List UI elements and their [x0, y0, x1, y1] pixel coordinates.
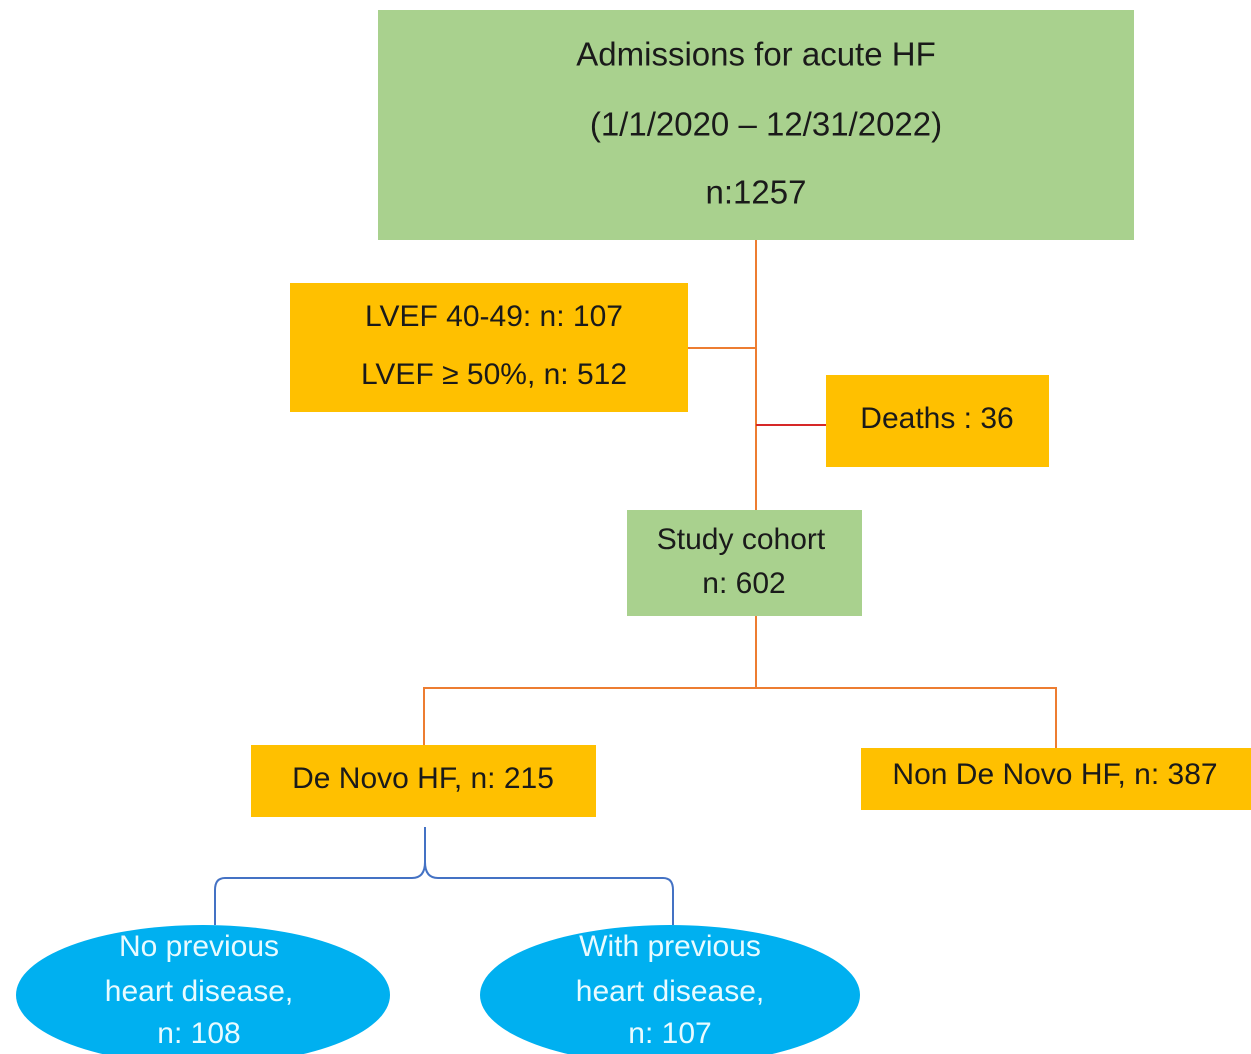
node-text: n: 107 — [628, 1017, 711, 1050]
brace-connector — [214, 827, 674, 925]
non-de-novo-box — [861, 748, 1251, 810]
node-text: LVEF 40-49: n: 107 — [365, 300, 623, 333]
node-text: Non De Novo HF, n: 387 — [892, 758, 1217, 791]
with-previous-oval — [480, 925, 860, 1054]
node-text: Admissions for acute HF — [576, 36, 935, 73]
node-text: LVEF ≥ 50%, n: 512 — [361, 358, 627, 391]
node-text: (1/1/2020 – 12/31/2022) — [590, 106, 942, 143]
node-text: n: 108 — [157, 1017, 240, 1050]
connector — [423, 687, 1057, 748]
node-text: n: 602 — [702, 567, 785, 600]
node-text: heart disease, — [105, 975, 293, 1008]
admissions-box — [378, 10, 1134, 240]
node-text: No previous — [119, 930, 279, 963]
node-text: heart disease, — [576, 975, 764, 1008]
node-text: Deaths : 36 — [860, 402, 1013, 435]
node-text: Study cohort — [657, 523, 826, 556]
node-text: With previous — [579, 930, 761, 963]
node-text: n:1257 — [706, 174, 807, 211]
deaths-box — [826, 375, 1049, 467]
node-text: De Novo HF, n: 215 — [292, 762, 554, 795]
lvef-box — [290, 283, 688, 412]
no-previous-oval — [16, 925, 390, 1054]
de-novo-box — [251, 745, 596, 817]
study-cohort-box — [627, 510, 862, 616]
